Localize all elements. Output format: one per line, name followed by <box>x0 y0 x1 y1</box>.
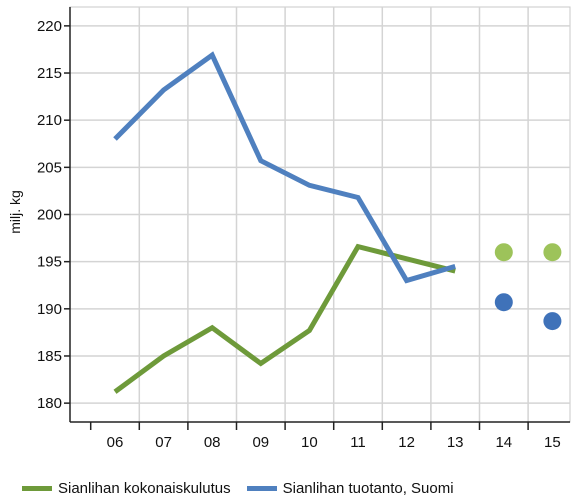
y-tick-label: 185 <box>37 348 62 365</box>
x-tick-label: 06 <box>107 434 124 451</box>
legend-label-consumption: Sianlihan kokonaiskulutus <box>58 479 231 497</box>
y-tick-label: 195 <box>37 254 62 271</box>
y-tick-label: 190 <box>37 301 62 318</box>
x-tick-label: 08 <box>204 434 221 451</box>
grid <box>69 6 571 423</box>
forecast-point-consumption <box>494 243 513 262</box>
x-tick-label: 13 <box>447 434 464 451</box>
y-tick-label: 200 <box>37 207 62 224</box>
legend-item-consumption: Sianlihan kokonaiskulutus <box>22 480 231 497</box>
series-line-production <box>113 51 456 284</box>
forecast-point-consumption <box>543 243 562 262</box>
series-line-consumption <box>113 243 456 394</box>
x-tick-label: 10 <box>301 434 318 451</box>
x-tick-label: 09 <box>252 434 269 451</box>
y-tick-label: 205 <box>37 159 62 176</box>
y-tick-label: 220 <box>37 18 62 35</box>
forecast-point-production <box>543 312 562 331</box>
x-tick-label: 14 <box>495 434 512 451</box>
x-tick-label: 15 <box>544 434 561 451</box>
legend: Sianlihan kokonaiskulutus Sianlihan tuot… <box>22 478 470 498</box>
x-tick-label: 11 <box>350 434 366 451</box>
y-tick-label: 215 <box>37 65 62 82</box>
forecast-point-production <box>494 293 513 312</box>
legend-label-production: Sianlihan tuotanto, Suomi <box>282 479 454 497</box>
x-tick-label: 07 <box>155 434 172 451</box>
legend-swatch-production <box>246 485 277 491</box>
legend-swatch-consumption <box>22 485 52 491</box>
axes: 180 185 190 195 200 205 210 215 220 06 07 08 09 10 11 1… <box>37 7 570 451</box>
y-axis-title: milj. kg <box>7 190 23 234</box>
y-tick-label: 210 <box>37 112 62 129</box>
series-layer <box>113 51 562 394</box>
y-tick-label: 180 <box>37 395 62 412</box>
x-tick-label: 12 <box>398 434 415 451</box>
legend-item-production: Sianlihan tuotanto, Suomi <box>246 479 454 497</box>
